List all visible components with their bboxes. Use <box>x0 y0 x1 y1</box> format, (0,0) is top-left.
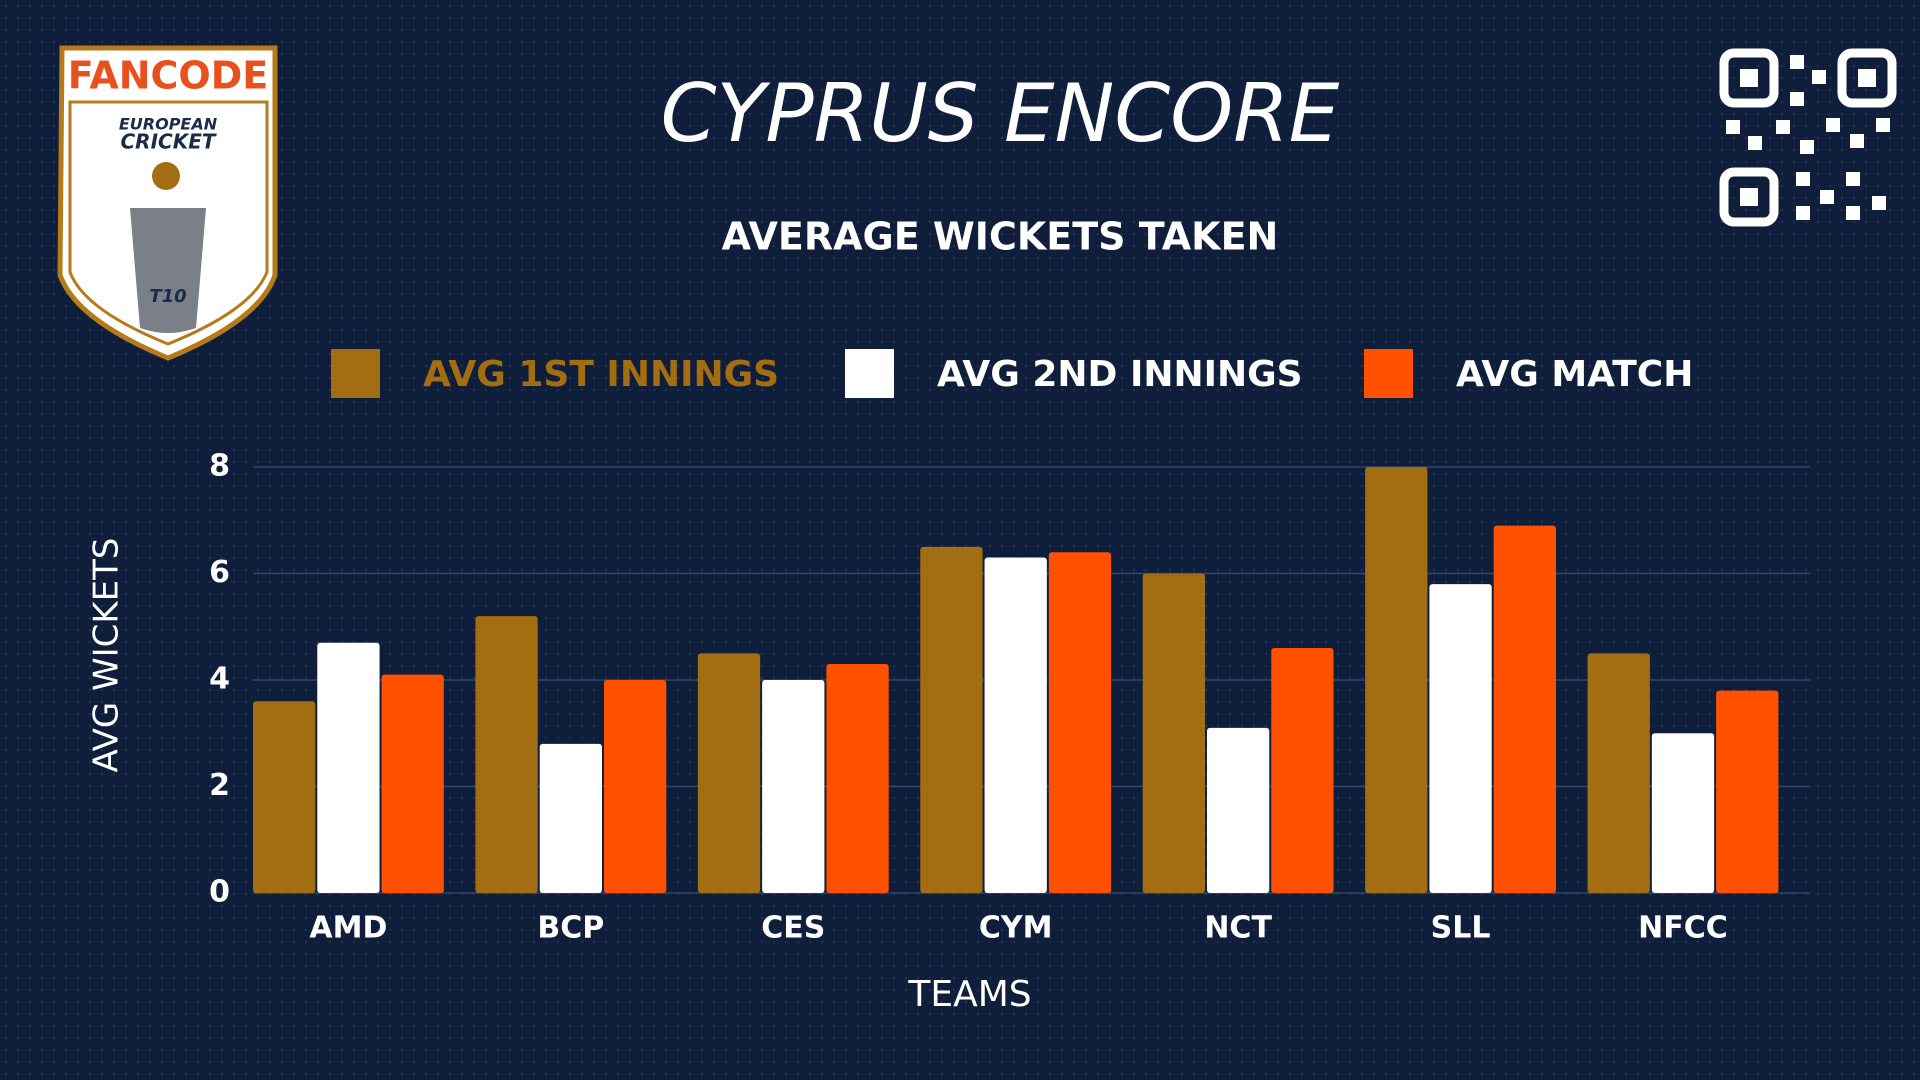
y-tick-label: 6 <box>209 555 230 590</box>
legend-swatch <box>1364 349 1413 398</box>
y-tick-label: 0 <box>209 875 230 910</box>
bar <box>826 664 889 893</box>
x-tick-label: SLL <box>1431 911 1491 946</box>
bar <box>697 653 761 893</box>
bar <box>1429 584 1492 893</box>
y-tick-label: 8 <box>209 449 230 484</box>
bar <box>317 642 380 893</box>
bar <box>1142 573 1205 893</box>
legend-swatch <box>845 349 894 398</box>
legend-label: AVG 1ST INNINGS <box>423 354 779 395</box>
y-axis-label: AVG WICKETS <box>87 537 127 772</box>
logo-brand: FANCODE <box>68 54 269 98</box>
legend-label: AVG MATCH <box>1456 354 1693 395</box>
x-tick-label: NCT <box>1204 911 1272 946</box>
bar <box>539 743 602 893</box>
x-axis-label: TEAMS <box>907 974 1031 1015</box>
bar <box>1048 552 1112 893</box>
x-tick-label: CYM <box>979 911 1053 946</box>
legend-swatch <box>331 349 380 398</box>
logo-line: CRICKET <box>121 130 217 154</box>
logo: FANCODE EUROPEAN CRICKET T10 <box>57 45 278 361</box>
x-tick-label: CES <box>761 911 825 946</box>
bar <box>1271 648 1334 893</box>
bar <box>603 680 667 893</box>
bar <box>984 557 1047 893</box>
bar <box>1206 727 1270 893</box>
logo-badge: T10 <box>149 286 186 307</box>
x-tick-label: AMD <box>309 911 387 946</box>
bar <box>1493 525 1556 893</box>
legend-label: AVG 2ND INNINGS <box>937 354 1303 395</box>
bar <box>762 680 825 893</box>
y-tick-label: 2 <box>209 768 230 803</box>
y-tick-label: 4 <box>209 662 230 697</box>
chart-subtitle: AVERAGE WICKETS TAKEN <box>722 215 1279 259</box>
logo-line: EUROPEAN <box>119 115 218 134</box>
bar <box>1365 467 1428 893</box>
bar <box>1716 690 1779 893</box>
qr-code <box>1719 48 1897 227</box>
x-tick-label: NFCC <box>1638 911 1728 946</box>
chart-title: CYPRUS ENCORE <box>661 67 1340 160</box>
bar <box>1587 653 1650 893</box>
bar <box>475 616 538 893</box>
bar <box>1651 733 1715 893</box>
bar <box>253 701 316 893</box>
x-tick-label: BCP <box>537 911 604 946</box>
bar <box>381 674 444 893</box>
bar <box>920 546 983 893</box>
